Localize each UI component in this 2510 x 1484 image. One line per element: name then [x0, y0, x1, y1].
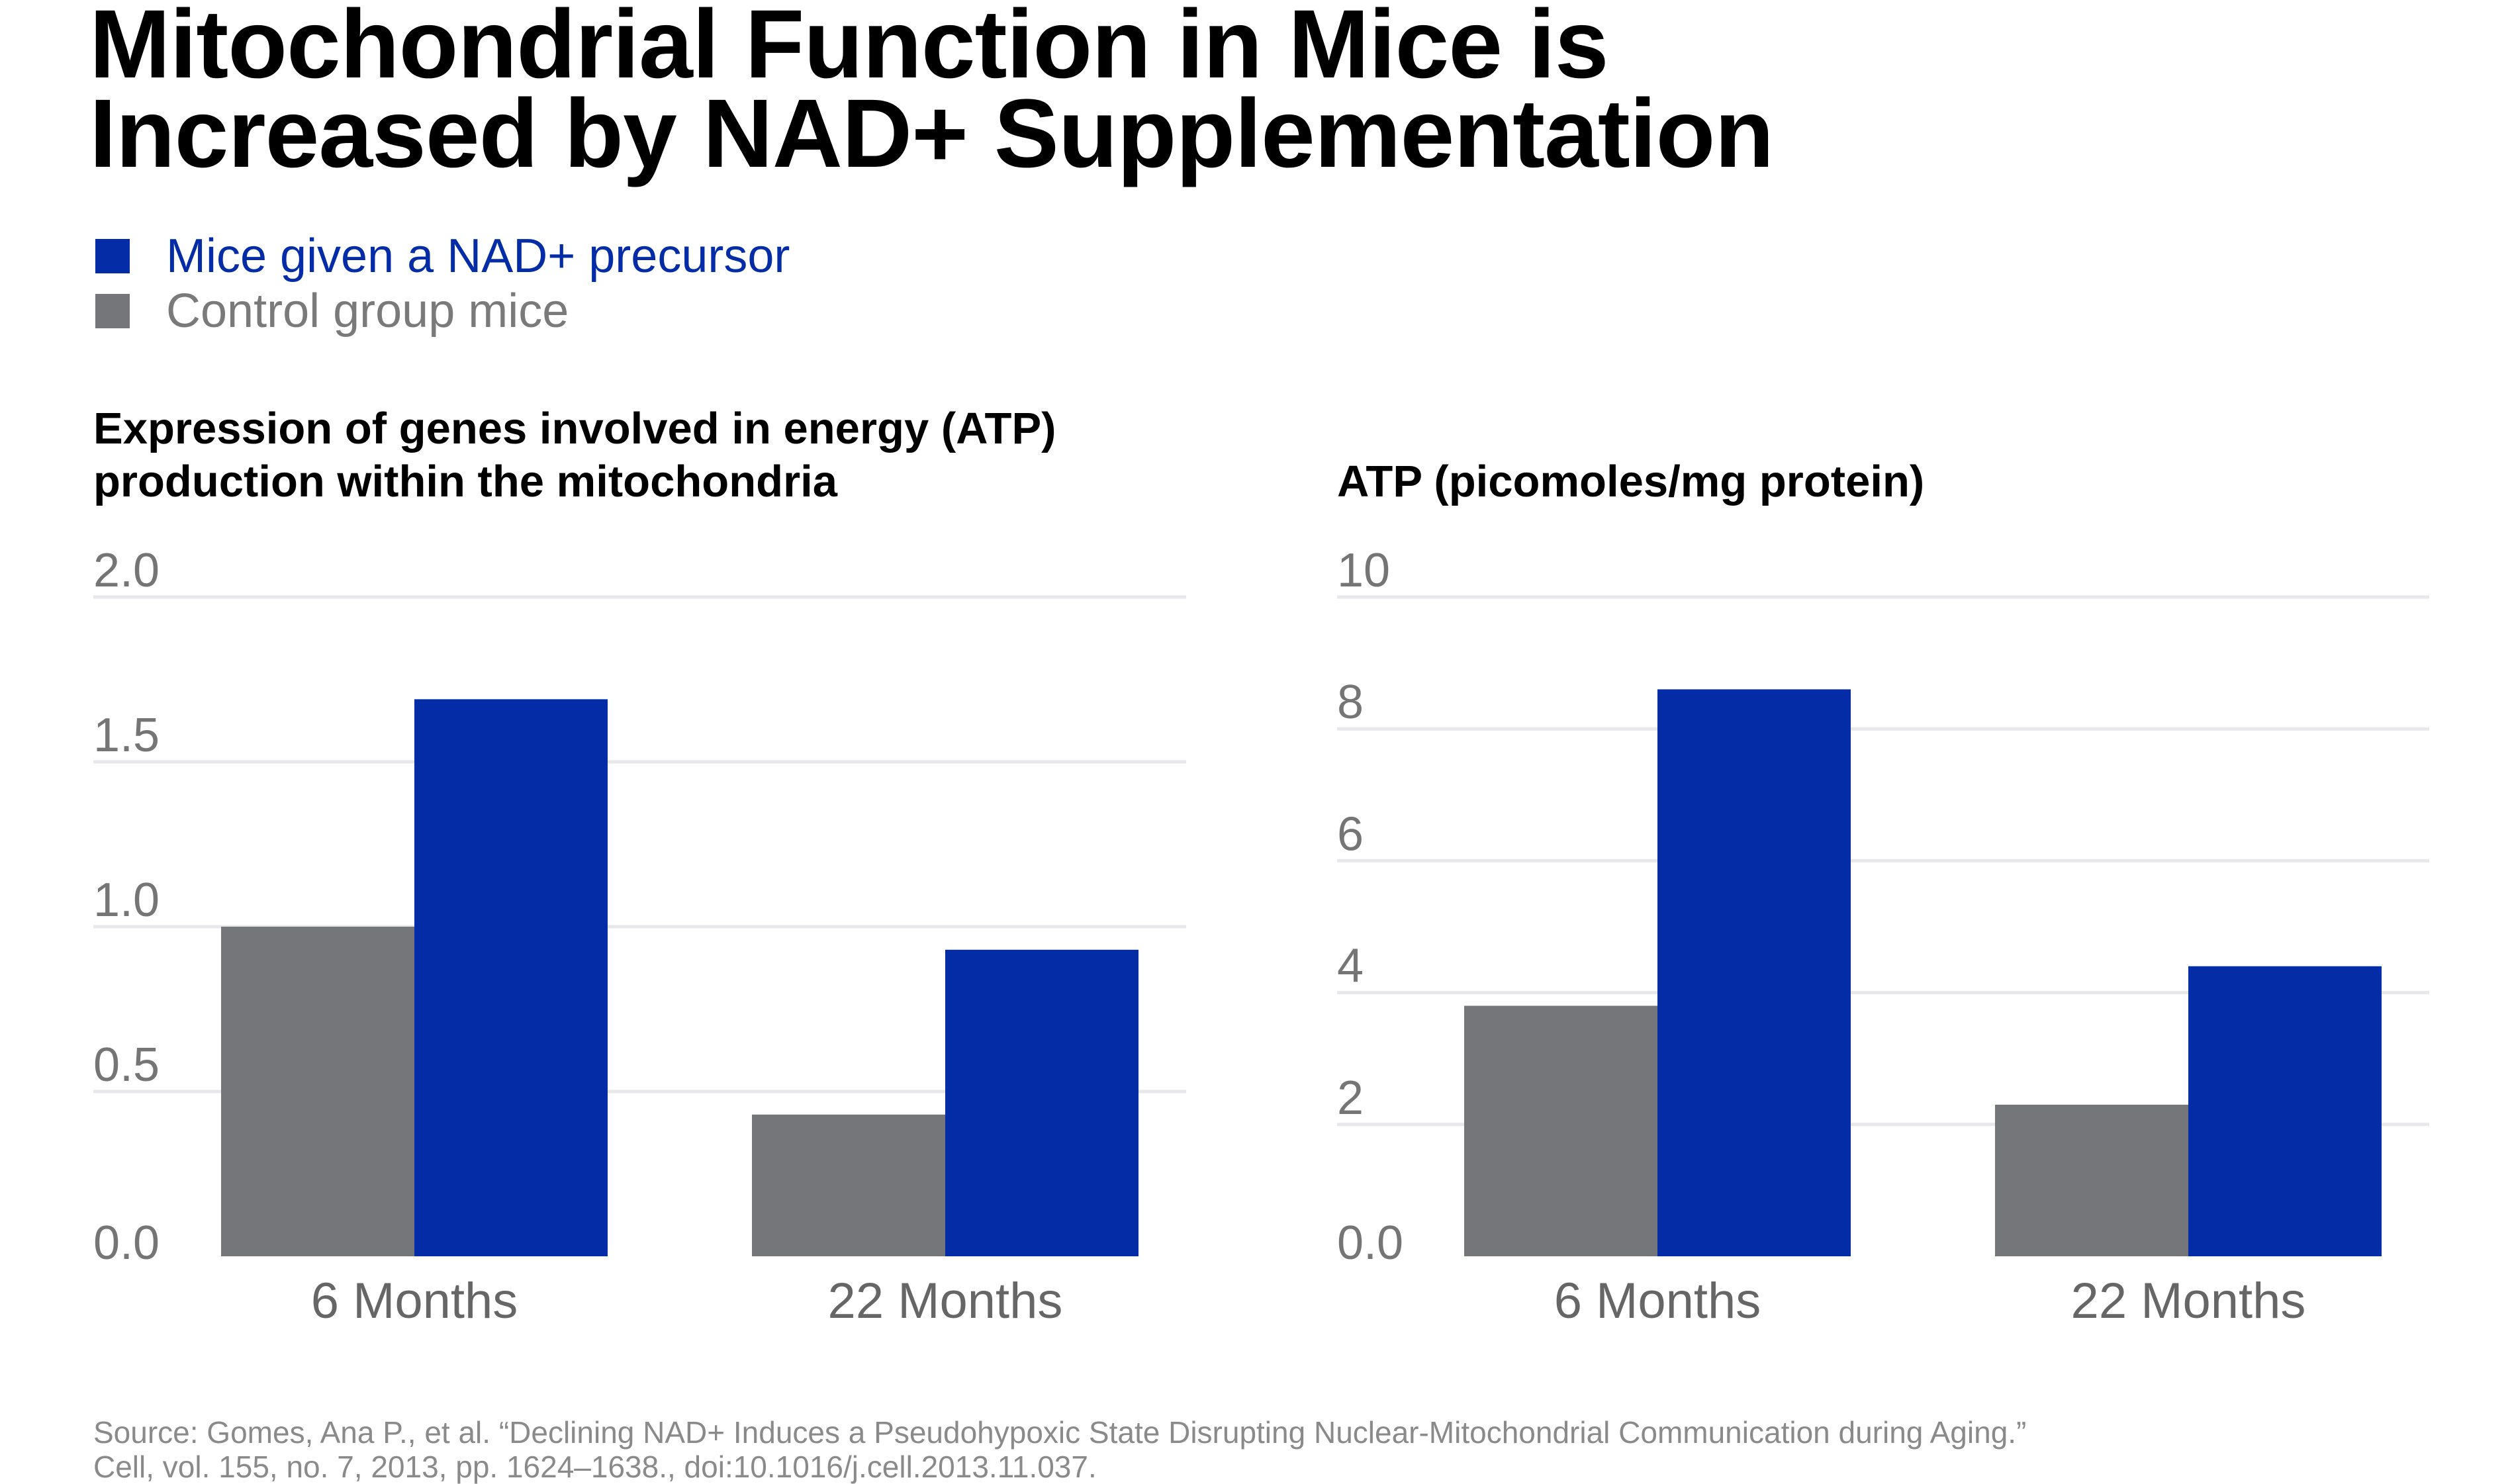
panel-title-gene-expression-line-1: Expression of genes involved in energy (…	[93, 404, 1056, 453]
gene-expression-bar-control-6-months	[221, 927, 414, 1256]
legend-swatch-control	[95, 293, 130, 328]
source-citation: Source: Gomes, Ana P., et al. “Declining…	[93, 1415, 2026, 1484]
atp-bar-control-6-months	[1464, 1005, 1657, 1256]
gene-expression-category-label: 22 Months	[828, 1273, 1063, 1329]
gene-expression-y-tick-label: 0.0	[93, 1217, 160, 1270]
atp-y-tick-label: 8	[1337, 676, 1364, 729]
atp-bar-nad-6-months	[1657, 689, 1851, 1256]
chart-title-line-1: Mitochondrial Function in Mice is	[89, 0, 1609, 99]
atp-y-tick-label: 6	[1337, 808, 1364, 860]
chart-title: Mitochondrial Function in Mice is Increa…	[89, 0, 1774, 183]
gene-expression-chart: 0.0 0.5 1.0 1.5 2.0 6 Months 22 Months	[93, 544, 1186, 1329]
gene-expression-bar-nad-6-months	[414, 699, 608, 1256]
source-line-1: Source: Gomes, Ana P., et al. “Declining…	[93, 1415, 2027, 1450]
legend-item-nad: Mice given a NAD+ precursor	[95, 228, 790, 283]
atp-bar-nad-22-months	[2188, 966, 2382, 1256]
gene-expression-y-tick-label: 2.0	[93, 544, 160, 597]
source-line-2: Cell, vol. 155, no. 7, 2013, pp. 1624–16…	[93, 1450, 1097, 1484]
gene-expression-y-tick-label: 1.0	[93, 874, 160, 927]
atp-bar-control-22-months	[1995, 1104, 2188, 1256]
atp-y-tick-label: 2	[1337, 1072, 1364, 1125]
atp-category-label: 6 Months	[1554, 1273, 1761, 1329]
legend-item-control: Control group mice	[95, 283, 790, 338]
legend-label-nad: Mice given a NAD+ precursor	[166, 229, 790, 283]
gene-expression-bar-nad-22-months	[945, 949, 1139, 1256]
gene-expression-y-tick-label: 0.5	[93, 1039, 160, 1091]
chart-title-line-2: Increased by NAD+ Supplementation	[89, 79, 1774, 188]
atp-y-tick-label: 0.0	[1337, 1217, 1403, 1270]
legend-swatch-nad	[95, 238, 130, 273]
gene-expression-category-label: 6 Months	[311, 1273, 518, 1329]
atp-category-label: 22 Months	[2071, 1273, 2306, 1329]
atp-chart: 0.0 2 4 6 8 10 6 Months 22 Months	[1337, 544, 2429, 1329]
panel-title-atp: ATP (picomoles/mg protein)	[1337, 457, 1925, 506]
legend: Mice given a NAD+ precursor Control grou…	[95, 228, 790, 338]
panel-title-gene-expression: Expression of genes involved in energy (…	[93, 402, 1056, 508]
gene-expression-bar-control-22-months	[752, 1114, 945, 1256]
atp-y-tick-label: 4	[1337, 940, 1364, 993]
panel-title-gene-expression-line-2: production within the mitochondria	[93, 457, 838, 506]
atp-y-tick-label: 10	[1337, 544, 1390, 597]
legend-label-control: Control group mice	[166, 284, 569, 338]
gene-expression-y-tick-label: 1.5	[93, 709, 160, 762]
